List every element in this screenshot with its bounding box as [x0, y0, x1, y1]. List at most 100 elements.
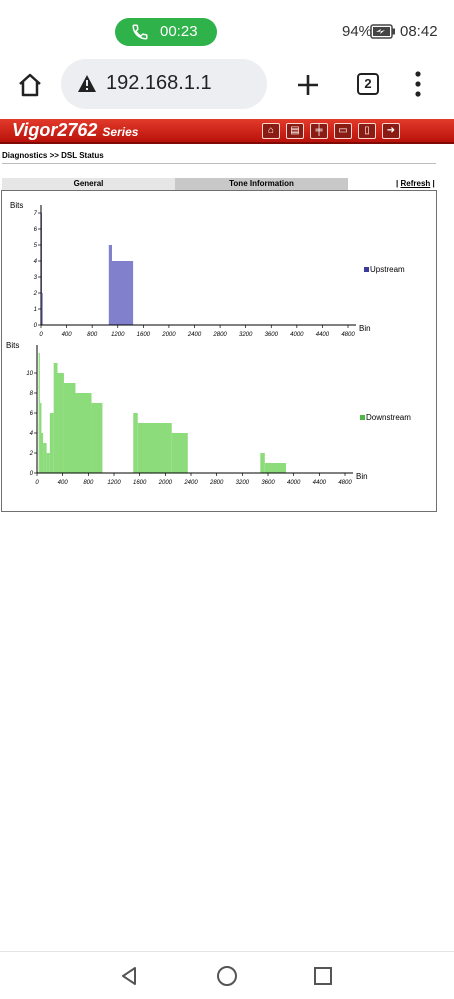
downstream-y-tick-label: 6 — [30, 411, 34, 417]
downstream-y-tick-label: 8 — [30, 391, 34, 397]
downstream-x-tick-label: 4000 — [287, 480, 301, 486]
more-vert-icon[interactable] — [414, 71, 422, 97]
upstream-x-tick-label: 4000 — [290, 332, 304, 338]
url-text: 192.168.1.1 — [106, 72, 212, 94]
downstream-x-tick-label: 1200 — [107, 480, 121, 486]
router-logo: Vigor2762 Series — [12, 120, 139, 140]
divider — [2, 163, 436, 164]
tab-tone-information[interactable]: Tone Information — [175, 178, 348, 190]
downstream-x-tick-label: 3200 — [236, 480, 250, 486]
upstream-x-tick-label: 4800 — [341, 332, 355, 338]
tabs-button[interactable]: 2 — [357, 73, 379, 95]
home-icon[interactable] — [17, 72, 43, 98]
upstream-y-axis-title: Bits — [10, 201, 23, 210]
upstream-x-tick-label: 400 — [62, 332, 73, 338]
upstream-y-tick-label: 1 — [34, 307, 37, 313]
downstream-bar — [260, 453, 265, 473]
downstream-bar — [53, 363, 58, 473]
downstream-x-tick-label: 1600 — [133, 480, 147, 486]
upstream-x-tick-label: 2000 — [161, 332, 176, 338]
upstream-x-tick-label: 0 — [39, 332, 43, 338]
upstream-x-tick-label: 3200 — [239, 332, 253, 338]
downstream-x-tick-label: 4800 — [338, 480, 352, 486]
breadcrumb: Diagnostics >> DSL Status — [2, 151, 104, 160]
tab-general[interactable]: General — [2, 178, 175, 190]
print-icon[interactable]: ▭ — [334, 123, 352, 139]
downstream-bar — [49, 413, 54, 473]
downstream-y-tick-label: 10 — [26, 371, 33, 377]
refresh-wrap: | Refresh | — [396, 179, 435, 188]
upstream-x-tick-label: 800 — [87, 332, 98, 338]
upstream-y-tick-label: 3 — [34, 275, 38, 281]
call-timer: 00:23 — [160, 23, 198, 40]
layout-icon[interactable]: ▤ — [286, 123, 304, 139]
downstream-x-axis-title: Bin — [356, 472, 368, 481]
downstream-bar — [133, 413, 138, 473]
home-icon[interactable]: ⌂ — [262, 123, 280, 139]
upstream-y-tick-label: 7 — [34, 211, 38, 217]
upstream-bar — [111, 261, 134, 325]
downstream-bar — [46, 453, 50, 473]
upstream-x-tick-label: 3600 — [265, 332, 279, 338]
upstream-x-tick-label: 1200 — [111, 332, 125, 338]
upstream-y-tick-label: 0 — [34, 323, 38, 329]
upstream-y-tick-label: 5 — [34, 243, 38, 249]
tone-information-panel: 0 400 800 1200 1600 2000 2400 2800 3200 3600 4000 4… — [1, 190, 437, 512]
downstream-bar — [63, 383, 76, 473]
upstream-x-tick-label: 2800 — [212, 332, 227, 338]
downstream-bar — [264, 463, 286, 473]
phone-icon — [132, 24, 148, 40]
downstream-bar — [38, 353, 40, 473]
tab-bar: General Tone Information | Refresh | — [2, 178, 436, 190]
downstream-bar — [43, 443, 47, 473]
downstream-x-tick-label: 2000 — [158, 480, 173, 486]
downstream-x-tick-label: 400 — [58, 480, 69, 486]
recents-icon[interactable] — [313, 966, 333, 986]
upstream-bar — [41, 293, 43, 325]
back-icon[interactable] — [119, 966, 139, 986]
upstream-x-tick-label: 2400 — [187, 332, 202, 338]
downstream-bar — [57, 373, 64, 473]
logout-icon[interactable]: ➜ — [382, 123, 400, 139]
downstream-bar — [171, 433, 188, 473]
refresh-link[interactable]: Refresh — [400, 179, 431, 188]
plus-icon[interactable] — [296, 73, 320, 97]
downstream-bar — [75, 393, 92, 473]
upstream-x-axis-title: Bin — [359, 324, 371, 333]
upstream-y-tick-label: 2 — [33, 291, 38, 297]
book-icon[interactable]: ▯ — [358, 123, 376, 139]
downstream-y-axis-title: Bits — [6, 341, 19, 350]
clock: 08:42 — [400, 23, 438, 40]
downstream-legend-swatch — [360, 415, 365, 420]
router-header: Vigor2762 Series ⌂ ▤ ╪ ▭ ▯ ➜ — [0, 119, 454, 144]
browser-toolbar: 192.168.1.1 2 — [0, 58, 454, 112]
battery-charging-icon — [370, 24, 395, 39]
settings-sliders-icon[interactable]: ╪ — [310, 123, 328, 139]
downstream-bar — [137, 423, 172, 473]
battery-percent: 94% — [342, 23, 373, 40]
downstream-y-tick-label: 0 — [30, 471, 34, 477]
upstream-y-tick-label: 6 — [34, 227, 38, 233]
downstream-x-tick-label: 800 — [83, 480, 94, 486]
address-bar[interactable]: 192.168.1.1 — [61, 59, 267, 109]
status-bar: 00:23 94% 08:42 — [0, 0, 454, 62]
upstream-x-tick-label: 4400 — [316, 332, 330, 338]
ongoing-call-pill[interactable]: 00:23 — [115, 18, 217, 46]
downstream-legend-label: Downstream — [366, 413, 411, 422]
upstream-x-tick-label: 1600 — [137, 332, 151, 338]
downstream-bar — [39, 403, 42, 473]
downstream-y-tick-label: 2 — [29, 451, 34, 457]
downstream-x-tick-label: 4400 — [313, 480, 327, 486]
downstream-x-tick-label: 3600 — [261, 480, 275, 486]
upstream-legend-swatch — [364, 267, 369, 272]
upstream-legend-label: Upstream — [370, 265, 405, 274]
downstream-y-tick-label: 4 — [30, 431, 34, 437]
downstream-x-tick-label: 2800 — [209, 480, 224, 486]
downstream-x-tick-label: 0 — [35, 480, 39, 486]
upstream-bar — [108, 245, 112, 325]
navigation-bar — [0, 951, 454, 999]
warning-icon[interactable] — [77, 74, 97, 93]
home-nav-icon[interactable] — [216, 965, 238, 987]
downstream-x-tick-label: 2400 — [183, 480, 198, 486]
downstream-bar — [41, 433, 44, 473]
